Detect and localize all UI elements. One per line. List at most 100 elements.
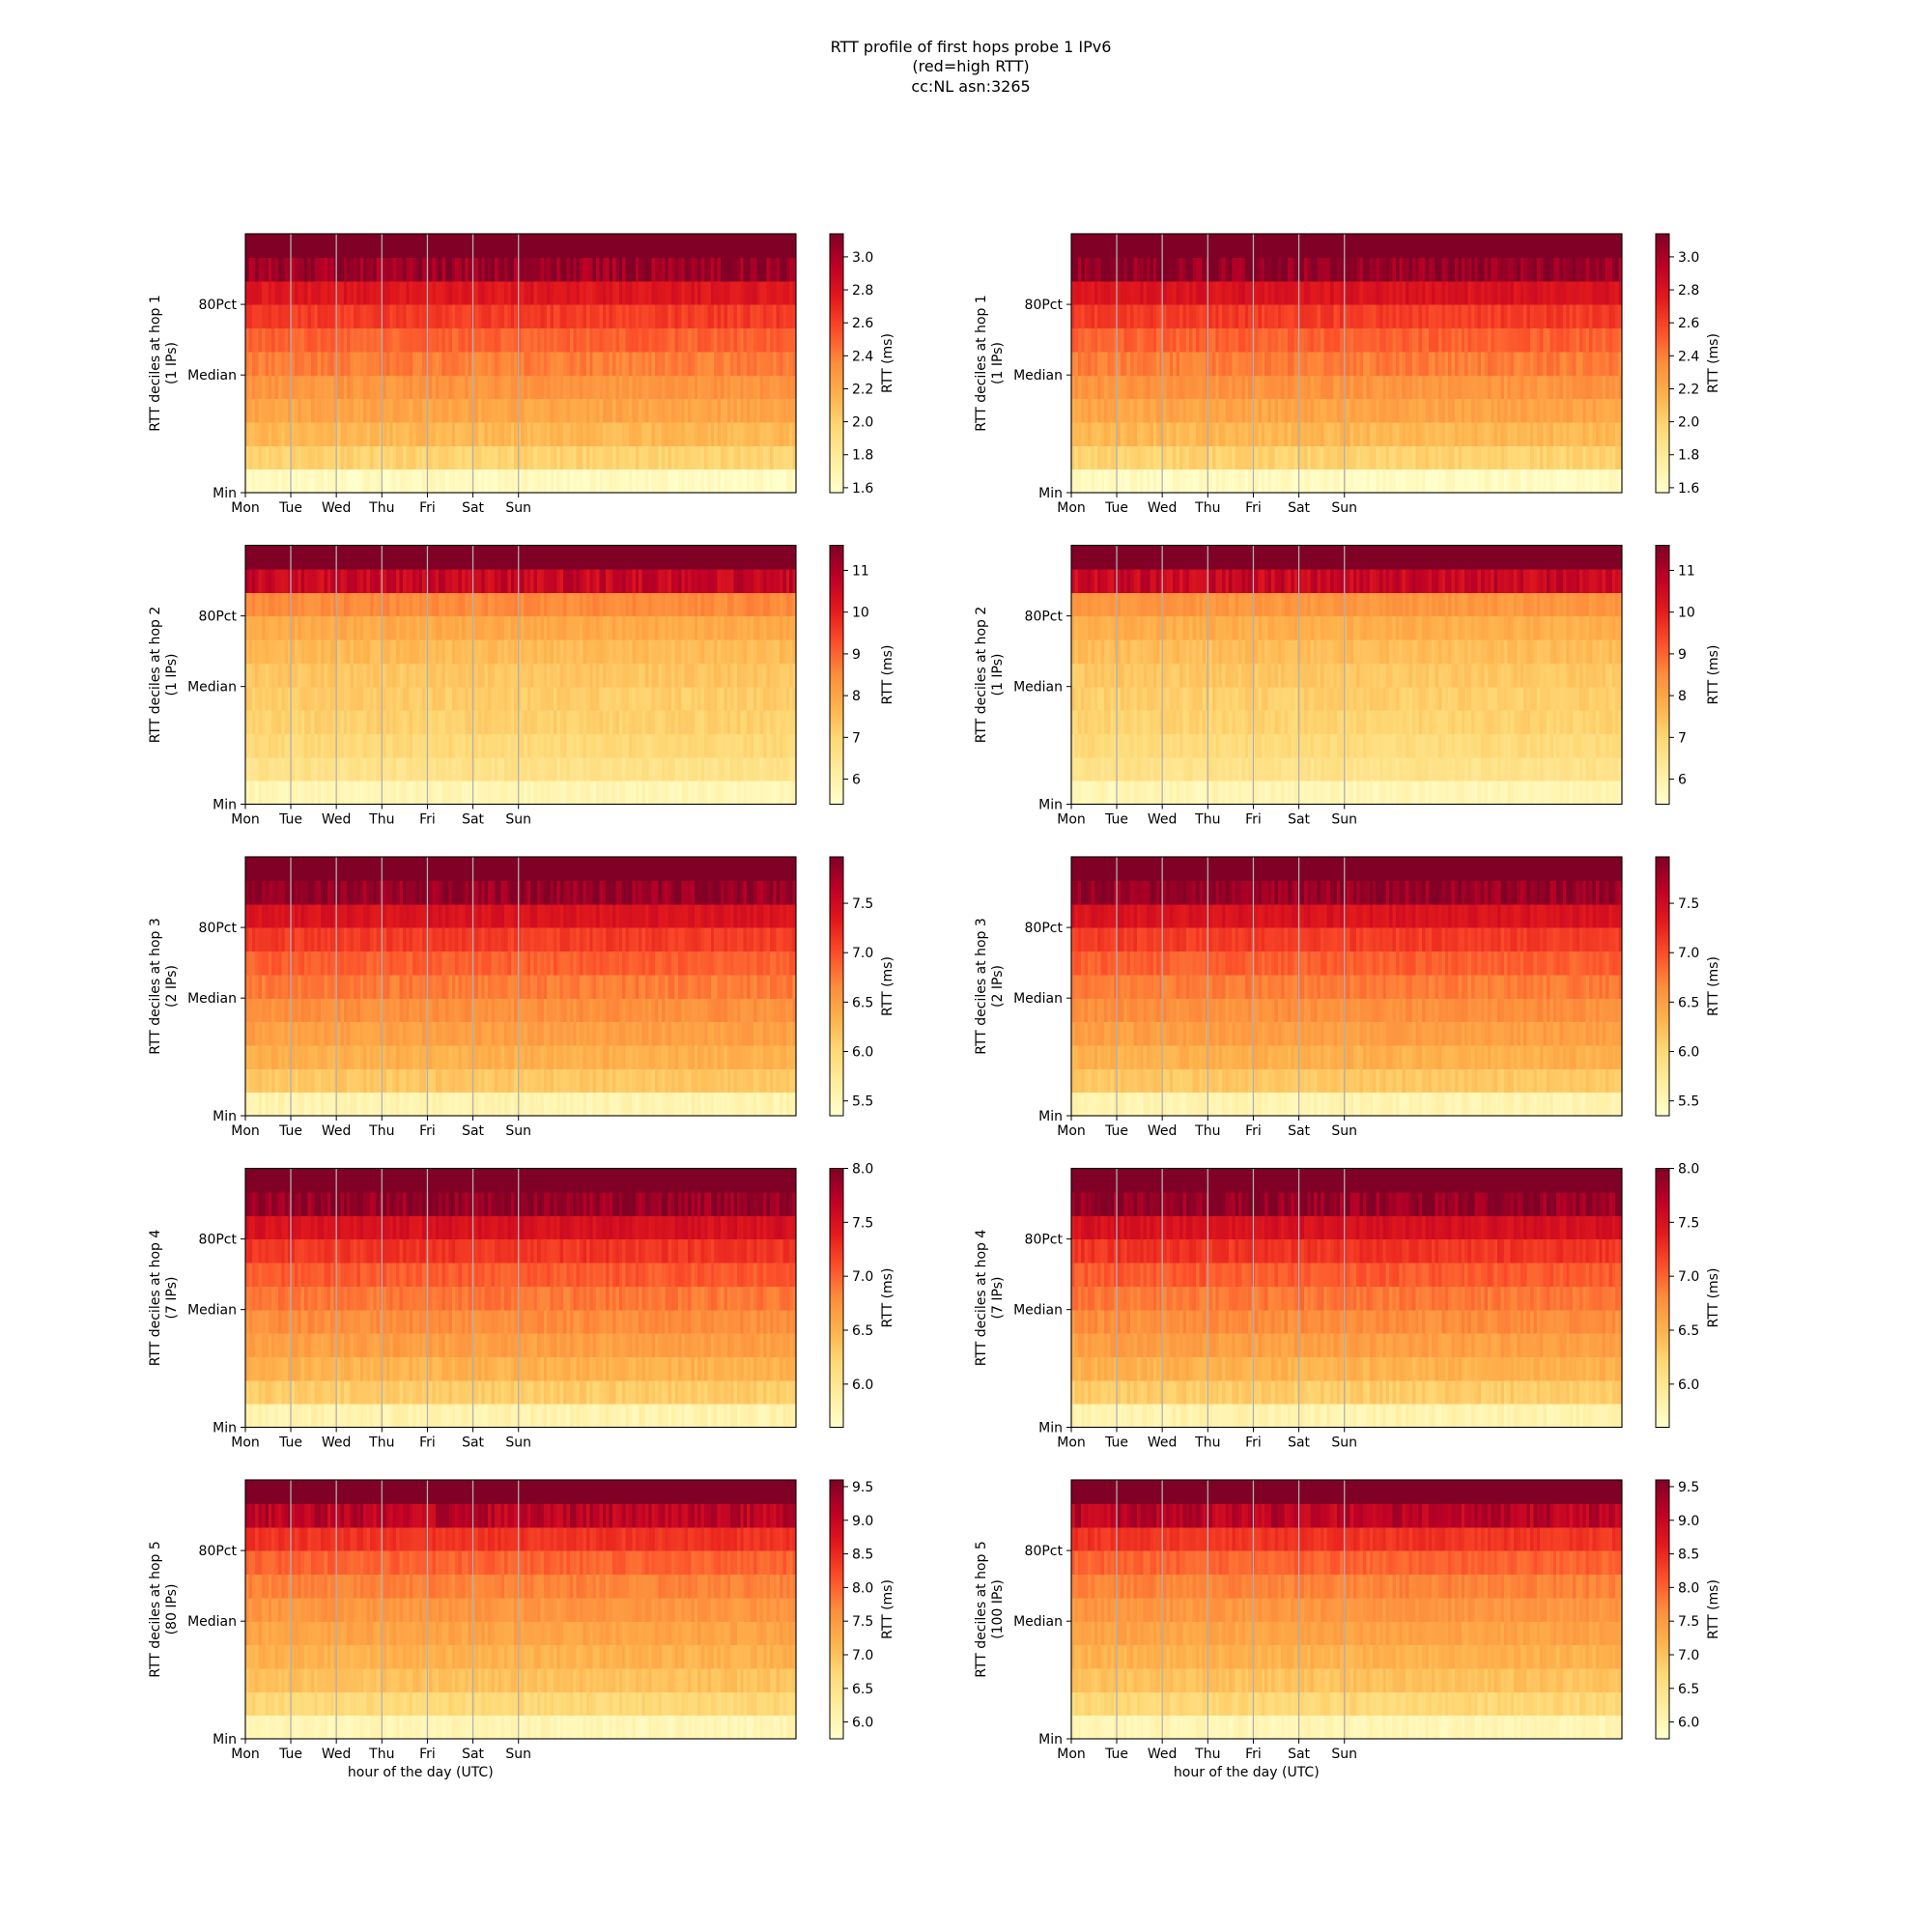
heatmap-cell — [1533, 351, 1538, 376]
heatmap-cell — [409, 421, 413, 446]
heatmap-cell — [350, 445, 355, 470]
heatmap-cell — [1395, 257, 1400, 282]
heatmap-cell — [1071, 257, 1075, 282]
heatmap-cell — [261, 421, 266, 446]
heatmap-cell — [488, 421, 493, 446]
heatmap-cell — [324, 445, 328, 470]
heatmap-cell — [1556, 257, 1561, 282]
heatmap-cell — [402, 234, 407, 258]
heatmap-cell — [540, 327, 545, 353]
heatmap-cell — [691, 398, 696, 423]
heatmap-cell — [455, 756, 460, 781]
heatmap-cell — [1136, 351, 1141, 376]
heatmap-cell — [1094, 421, 1098, 446]
heatmap-cell — [1293, 351, 1298, 376]
heatmap-cell — [369, 375, 374, 400]
heatmap-cell — [1163, 304, 1167, 329]
heatmap-cell — [759, 421, 764, 446]
heatmap-cell — [694, 375, 698, 400]
heatmap-cell — [644, 304, 649, 329]
heatmap-cell — [422, 304, 427, 329]
heatmap-cell — [1077, 234, 1082, 258]
heatmap-cell — [576, 421, 581, 446]
heatmap-cell — [759, 234, 764, 258]
heatmap-cell — [455, 445, 460, 470]
heatmap-cell — [782, 351, 787, 376]
heatmap-cell — [606, 351, 611, 376]
heatmap-cell — [1533, 398, 1538, 423]
heatmap-cell — [261, 327, 266, 353]
heatmap-cell — [543, 351, 548, 376]
heatmap-cell — [1133, 280, 1138, 305]
heatmap-cell — [1136, 445, 1141, 470]
heatmap-cell — [435, 398, 440, 423]
heatmap-cells — [245, 234, 797, 494]
heatmap-cell — [530, 445, 535, 470]
heatmap-cell — [1615, 398, 1620, 423]
heatmap-cell — [747, 375, 752, 400]
heatmap-cell — [402, 304, 407, 329]
heatmap-cell — [677, 351, 682, 376]
heatmap-cell — [688, 445, 693, 470]
heatmap-cell — [1592, 304, 1597, 329]
heatmap-cell — [1091, 304, 1095, 329]
heatmap-cell — [697, 280, 702, 305]
heatmap-cell — [369, 234, 374, 258]
heatmap-cell — [248, 304, 253, 329]
heatmap-cell — [1166, 327, 1171, 353]
heatmap-cell — [592, 445, 597, 470]
heatmap-cell — [1114, 445, 1119, 470]
heatmap-cell — [369, 445, 374, 470]
heatmap-cell — [763, 421, 768, 446]
heatmap-cell — [1094, 375, 1098, 400]
heatmap-cell — [1084, 351, 1089, 376]
heatmap-cell — [1578, 421, 1583, 446]
heatmap-cell — [648, 280, 653, 305]
heatmap-cell — [1163, 327, 1167, 353]
heatmap-cell — [769, 375, 774, 400]
heatmap-cell — [396, 304, 401, 329]
heatmap-cell — [776, 469, 781, 494]
heatmap-cell — [248, 257, 253, 282]
heatmap-cell — [717, 327, 722, 353]
heatmap-cell — [376, 615, 381, 640]
heatmap-cell — [481, 234, 486, 258]
heatmap-cell — [1317, 375, 1321, 400]
heatmap-cell — [533, 234, 538, 258]
heatmap-cell — [271, 469, 276, 494]
heatmap-cell — [641, 351, 646, 376]
heatmap-cell — [304, 469, 309, 494]
heatmap-cell — [356, 375, 361, 400]
heatmap-cell — [1123, 445, 1128, 470]
heatmap-cell — [284, 663, 289, 688]
heatmap-cell — [524, 639, 528, 664]
heatmap-cell — [724, 398, 728, 423]
heatmap-cell — [448, 304, 453, 329]
heatmap-cell — [324, 375, 328, 400]
heatmap-cell — [717, 445, 722, 470]
heatmap-cell — [465, 375, 469, 400]
heatmap-cell — [569, 257, 574, 282]
heatmap-cell — [277, 469, 282, 494]
heatmap-cell — [500, 421, 505, 446]
heatmap-cell — [383, 351, 387, 376]
heatmap-cell — [441, 327, 446, 353]
heatmap-cell — [481, 421, 486, 446]
heatmap-cell — [569, 280, 574, 305]
heatmap-cell — [441, 375, 446, 400]
heatmap-cell — [589, 327, 594, 353]
heatmap-cell — [1615, 234, 1620, 258]
heatmap-cell — [1152, 257, 1157, 282]
heatmap-cell — [1569, 304, 1574, 329]
heatmap-cell — [1258, 469, 1263, 494]
heatmap-cell — [736, 327, 741, 353]
heatmap-cell — [785, 398, 790, 423]
heatmap-cell — [1182, 257, 1187, 282]
heatmap-cell — [573, 234, 578, 258]
heatmap-cell — [451, 234, 456, 258]
heatmap-cell — [1225, 257, 1230, 282]
heatmap-cell — [782, 375, 787, 400]
heatmap-cell — [1087, 304, 1092, 329]
heatmap-cell — [747, 469, 752, 494]
